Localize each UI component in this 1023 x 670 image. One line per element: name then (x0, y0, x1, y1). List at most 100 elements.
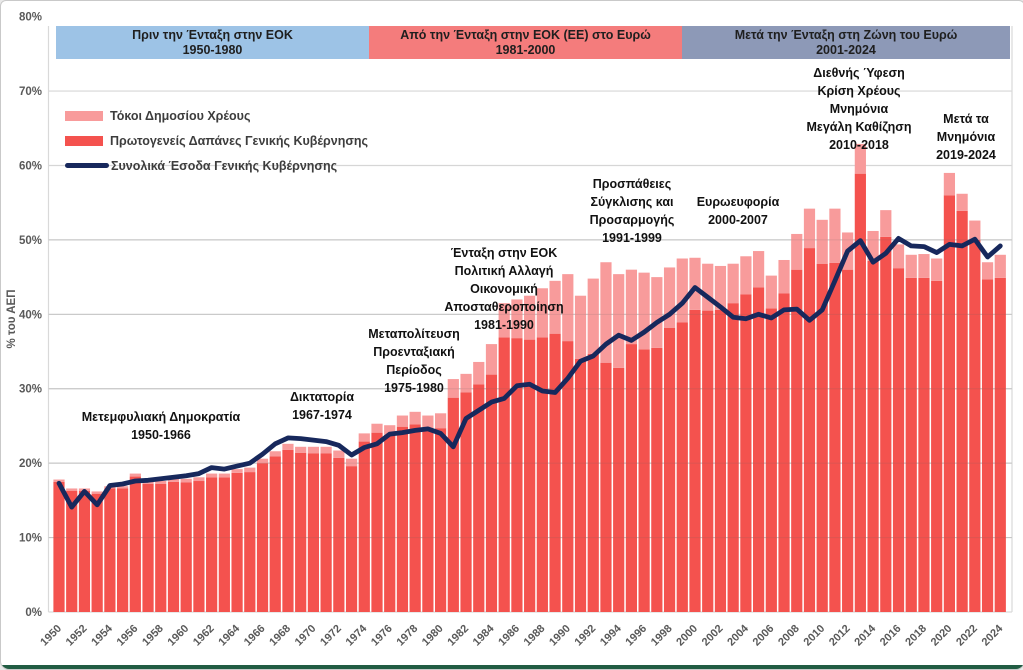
bar-primary-expenditure (117, 488, 129, 612)
bar-primary-expenditure (511, 338, 523, 612)
bar-debt-interest (180, 478, 192, 483)
annotation-line: Μεταπολίτευση (368, 327, 460, 341)
bar-primary-expenditure (142, 484, 154, 612)
legend: Τόκοι Δημοσίου Χρέους Πρωτογενείς Δαπάνε… (65, 103, 368, 178)
bar-debt-interest (447, 379, 459, 398)
bar-primary-expenditure (104, 488, 116, 612)
bar-primary-expenditure (66, 490, 78, 612)
x-tick-label: 2008 (776, 623, 802, 649)
bar-primary-expenditure (994, 277, 1006, 612)
bar-primary-expenditure (524, 339, 536, 612)
bar-primary-expenditure (282, 449, 294, 612)
bar-debt-interest (740, 256, 752, 295)
legend-item-revenue: Συνολικά Έσοδα Γενικής Κυβέρνησης (65, 153, 368, 178)
interest-swatch-icon (65, 110, 103, 121)
era-band-years: 1950-1980 (182, 42, 243, 57)
annotation-line: 2000-2007 (708, 213, 768, 227)
annotation-line: Μετά τα (943, 112, 989, 126)
annotation-line: 2019-2024 (936, 148, 996, 162)
x-tick-label: 1984 (471, 622, 497, 648)
bar-debt-interest (269, 451, 281, 457)
bar-primary-expenditure (892, 268, 905, 612)
bar-primary-expenditure (969, 239, 981, 612)
bar-debt-interest (803, 208, 816, 249)
bar-primary-expenditure (753, 287, 765, 612)
bar-primary-expenditure (485, 374, 498, 612)
bar-primary-expenditure (244, 472, 256, 612)
bar-debt-interest (625, 269, 637, 345)
x-tick-label: 1960 (166, 623, 192, 649)
annotation-line: Μετεμφυλιακή Δημοκρατία (81, 410, 241, 424)
x-tick-label: 1954 (89, 622, 115, 648)
bar-debt-interest (460, 373, 472, 393)
bar-debt-interest (91, 491, 103, 494)
bar-debt-interest (549, 280, 561, 334)
era-band-label: Πριν την Ένταξη στην ΕΟΚ (132, 27, 293, 42)
bar-debt-interest (53, 479, 65, 482)
bar-debt-interest (727, 263, 739, 304)
bar-debt-interest (689, 257, 701, 310)
bar-debt-interest (66, 488, 78, 491)
bar-debt-interest (816, 219, 828, 264)
x-tick-label: 1986 (496, 623, 522, 649)
bar-primary-expenditure (384, 434, 396, 612)
bar-debt-interest (409, 411, 421, 425)
bar-debt-interest (422, 415, 434, 430)
bar-primary-expenditure (676, 322, 688, 612)
annotation-line: Μνημόνια (829, 102, 889, 116)
annotation-line: Περίοδος (386, 363, 442, 377)
bar-debt-interest (485, 344, 498, 375)
bar-primary-expenditure (218, 477, 230, 612)
annotation: Δικτατορία 1967-1974 (290, 388, 354, 424)
legend-label: Συνολικά Έσοδα Γενικής Κυβέρνησης (111, 158, 338, 173)
legend-item-interest: Τόκοι Δημοσίου Χρέους (65, 103, 368, 128)
bar-primary-expenditure (193, 481, 205, 612)
bar-primary-expenditure (320, 453, 332, 612)
bar-primary-expenditure (842, 269, 854, 612)
bar-primary-expenditure (689, 309, 701, 612)
bar-primary-expenditure (447, 397, 459, 612)
bar-debt-interest (193, 477, 205, 482)
x-tick-label: 2020 (929, 623, 955, 649)
bar-primary-expenditure (536, 337, 548, 612)
bar-debt-interest (231, 469, 243, 473)
y-tick-label: 40% (19, 309, 42, 321)
x-tick-label: 1980 (420, 623, 446, 649)
x-tick-label: 1982 (445, 623, 471, 649)
bar-debt-interest (218, 473, 230, 478)
era-band-years: 1981-2000 (495, 42, 556, 57)
primary-expenditure-swatch-icon (65, 135, 103, 146)
bar-primary-expenditure (663, 327, 676, 612)
bar-debt-interest (155, 481, 167, 484)
annotation-line: Οικονομική (470, 282, 538, 296)
bar-debt-interest (892, 244, 905, 269)
y-tick-label: 70% (19, 86, 42, 98)
bar-primary-expenditure (333, 457, 345, 612)
bar-primary-expenditure (816, 263, 828, 612)
bar-debt-interest (473, 361, 485, 385)
annotation: Μετά τα Μνημόνια 2019-2024 (936, 110, 996, 164)
era-band-eec-to-euro: Από την Ένταξη στην ΕΟΚ (ΕΕ) στο Ευρώ 19… (369, 26, 682, 59)
era-band-label: Από την Ένταξη στην ΕΟΚ (ΕΕ) στο Ευρώ (400, 27, 651, 42)
bar-primary-expenditure (803, 248, 816, 612)
x-tick-label: 1976 (369, 623, 395, 649)
x-tick-label: 2012 (827, 623, 853, 649)
x-tick-label: 1988 (522, 623, 548, 649)
bar-debt-interest (524, 295, 536, 340)
annotation-line: Δικτατορία (289, 390, 355, 404)
x-tick-label: 1996 (623, 623, 649, 649)
bar-primary-expenditure (702, 310, 714, 612)
bar-debt-interest (829, 208, 841, 263)
bar-primary-expenditure (155, 484, 167, 612)
bar-debt-interest (307, 446, 319, 454)
revenue-line (56, 235, 1003, 510)
bar-debt-interest (702, 263, 714, 311)
revenue-line-swatch-icon (65, 163, 109, 168)
x-tick-label: 1972 (318, 623, 344, 649)
annotation-line: Κρίση Χρέους (817, 84, 901, 98)
bar-primary-expenditure (295, 452, 307, 612)
bar-primary-expenditure (562, 341, 574, 612)
annotation-line: 1950-1966 (131, 428, 191, 442)
x-tick-label: 2004 (725, 622, 751, 648)
bar-debt-interest (320, 446, 332, 454)
